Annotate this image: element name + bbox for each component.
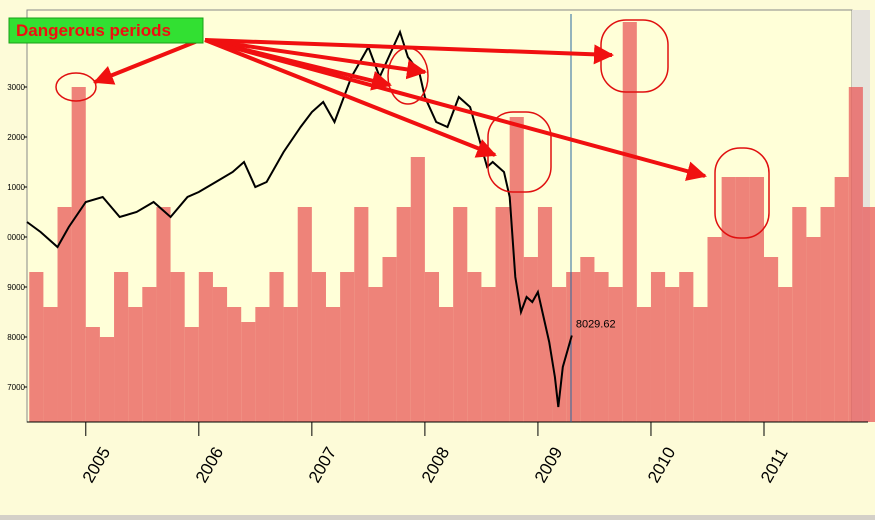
bar: [311, 272, 326, 422]
bar: [368, 287, 383, 422]
bar: [410, 157, 425, 422]
bar: [297, 207, 312, 422]
bar: [255, 307, 270, 422]
bar: [467, 272, 482, 422]
y-tick-label: 0000: [7, 233, 25, 242]
bar: [156, 207, 171, 422]
annotations: Dangerous periods: [8, 17, 770, 239]
bar: [537, 207, 553, 422]
bar: [227, 307, 242, 422]
bar: [848, 87, 863, 422]
bar: [354, 207, 369, 422]
bar: [382, 257, 397, 422]
bar: [820, 207, 835, 422]
bar: [43, 307, 58, 422]
bar: [749, 177, 765, 422]
y-tick-label: 9000: [7, 283, 25, 292]
bar: [580, 257, 595, 422]
bar: [481, 287, 496, 422]
y-tick-label: 7000: [7, 383, 25, 392]
bar: [693, 307, 708, 422]
bar: [523, 257, 538, 422]
bar: [566, 272, 581, 422]
bar: [29, 272, 44, 422]
bar: [269, 272, 284, 422]
bar: [764, 257, 779, 422]
bar: [212, 287, 228, 422]
bar: [778, 287, 793, 422]
bar: [170, 272, 185, 422]
bar: [636, 307, 651, 422]
bar: [608, 287, 623, 422]
bar: [114, 272, 129, 422]
bar: [792, 207, 807, 422]
bar: [396, 207, 411, 422]
bar: [594, 272, 609, 422]
bar: [71, 87, 86, 422]
bar: [439, 307, 454, 422]
bar: [721, 177, 736, 422]
bar: [57, 207, 72, 422]
bar: [184, 327, 199, 422]
y-tick-label: 2000: [7, 133, 25, 142]
bar: [679, 272, 694, 422]
y-tick-label: 8000: [7, 333, 25, 342]
bar: [128, 307, 143, 422]
y-tick-label: 3000: [7, 83, 25, 92]
bar: [650, 272, 666, 422]
bar: [509, 117, 524, 422]
annotation-text: Dangerous periods: [16, 21, 171, 40]
bar: [665, 287, 680, 422]
bar: [806, 237, 821, 422]
bar: [85, 327, 100, 422]
y-tick-label: 1000: [7, 183, 25, 192]
bar: [707, 237, 722, 422]
bar: [99, 337, 115, 422]
bar: [834, 177, 849, 422]
bar: [325, 307, 341, 422]
bar: [198, 272, 213, 422]
bar: [453, 207, 468, 422]
bar: [735, 177, 750, 422]
bar: [142, 287, 157, 422]
bar: [495, 207, 510, 422]
last-value-label: 8029.62: [576, 319, 616, 331]
bar: [622, 22, 637, 422]
bar: [283, 307, 298, 422]
bar: [340, 272, 355, 422]
price-line: [26, 29, 573, 408]
bar: [241, 322, 256, 422]
bar: [424, 272, 440, 422]
bar: [862, 207, 875, 422]
